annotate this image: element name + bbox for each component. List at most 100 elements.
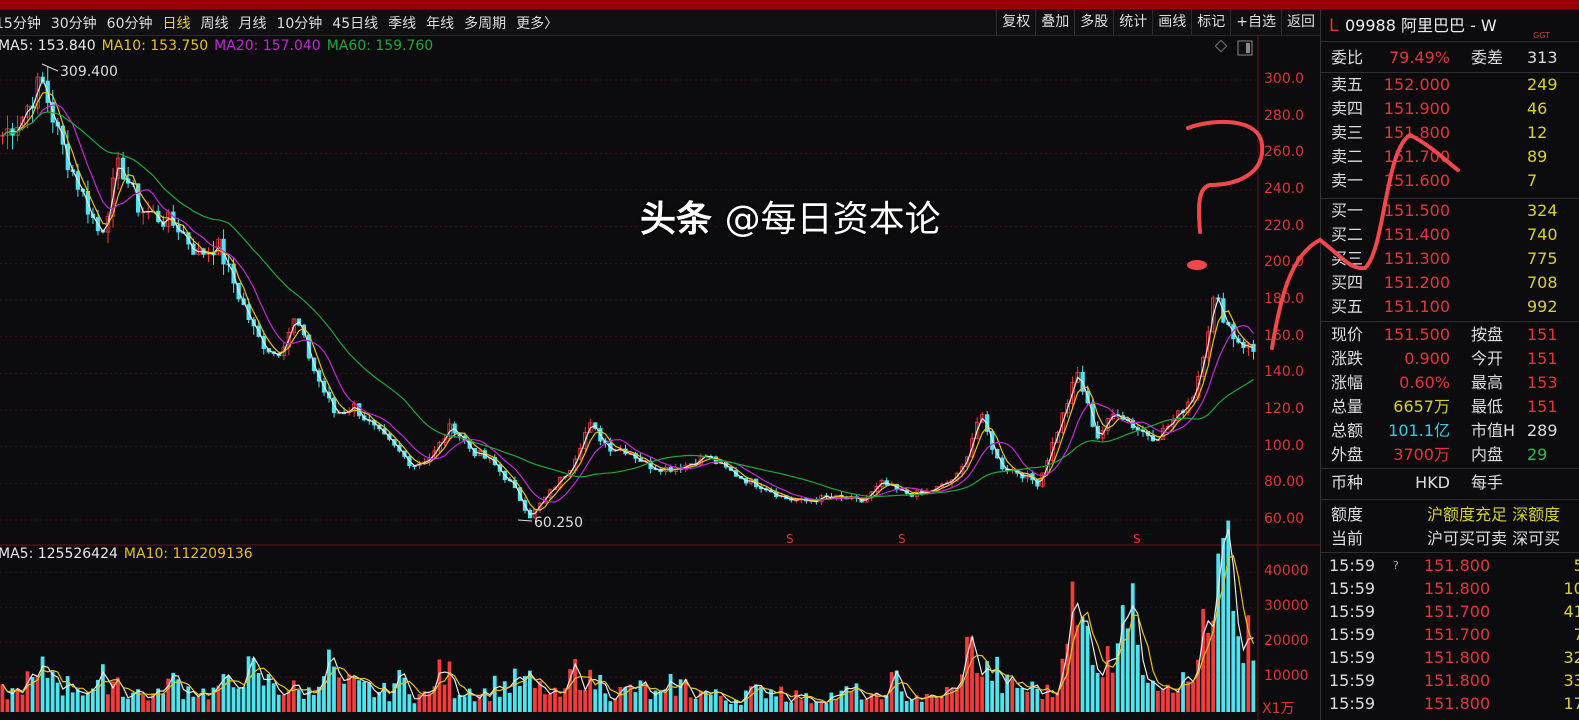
label: 委比: [1331, 48, 1364, 67]
volume-bar: [528, 670, 532, 712]
volume-bar: [226, 675, 231, 712]
value: 3700万: [1393, 445, 1450, 464]
volume-bar: [558, 696, 562, 712]
trade-time: 15:59: [1329, 625, 1376, 644]
candle-body: [35, 76, 40, 109]
tool-button[interactable]: +自选: [1230, 9, 1281, 36]
volume-bar: [452, 698, 457, 712]
volume-bar: [251, 658, 256, 712]
volume-bar: [678, 679, 683, 712]
volume-bar: [50, 671, 55, 712]
ma60-line: [2, 111, 1254, 498]
price-tick-label: 220.0: [1264, 217, 1305, 234]
volume-bar: [1005, 674, 1010, 712]
volume-bar: [603, 693, 608, 712]
period-tab[interactable]: 季线: [388, 15, 417, 32]
volume-bar: [829, 692, 834, 712]
period-tab[interactable]: 10分钟: [276, 15, 323, 32]
volume-bar: [1156, 690, 1160, 712]
period-tab[interactable]: 60分钟: [106, 15, 153, 32]
volume-bar: [502, 681, 507, 712]
volume-bar: [1115, 643, 1120, 712]
low-pointer: [517, 519, 533, 522]
period-tab[interactable]: 日线: [162, 15, 191, 32]
volume-bar: [55, 682, 60, 712]
trade-row: 15:59 151.700 70: [1321, 623, 1579, 647]
period-tab[interactable]: 月线: [238, 15, 267, 32]
candle-body: [969, 438, 975, 458]
label: 卖五: [1331, 75, 1364, 94]
value: 沪可买可卖 深可买: [1427, 529, 1561, 548]
value: 708: [1527, 273, 1558, 292]
candle-body: [568, 470, 573, 477]
tool-button[interactable]: 画线: [1152, 9, 1191, 36]
trade-row: 15:59 151.800 100: [1321, 577, 1579, 601]
candle-body: [1201, 356, 1206, 377]
volume-bar: [995, 656, 1000, 712]
period-tab[interactable]: 更多〉: [516, 15, 559, 32]
volume-bar: [296, 690, 301, 712]
volume-bar: [146, 700, 150, 712]
volume-bar: [718, 695, 723, 712]
value: 151: [1527, 349, 1558, 368]
volume-bar: [548, 693, 552, 712]
bid-row: 买二 151.400 740: [1321, 223, 1579, 247]
tool-button[interactable]: 多股: [1074, 9, 1113, 36]
volume-bar: [713, 689, 718, 712]
volume-bar: [437, 659, 442, 712]
period-tab[interactable]: 多周期: [464, 15, 507, 32]
volume-bar: [352, 676, 356, 712]
ma20-line: [2, 104, 1254, 503]
volume-bar: [764, 698, 768, 712]
label: 最低: [1471, 397, 1504, 416]
period-tab[interactable]: 年线: [426, 15, 455, 32]
volume-bar: [809, 703, 814, 712]
period-tab[interactable]: 周线: [200, 15, 229, 32]
volume-bar: [734, 699, 738, 712]
price-tick-label: 240.0: [1264, 181, 1305, 197]
volume-bar: [90, 688, 95, 712]
volume-bar: [266, 674, 271, 712]
trade-price: 151.700: [1424, 602, 1491, 621]
value: 6657万: [1393, 397, 1450, 416]
volume-bar: [633, 692, 638, 712]
period-tab[interactable]: 30分钟: [50, 15, 97, 32]
volume-bar: [608, 701, 613, 712]
tool-buttons: 复权 叠加 多股 统计 画线 标记 +自选 返回: [996, 9, 1320, 36]
stat-row: 涨幅 0.60% 最高 153: [1321, 371, 1579, 395]
volume-bar: [578, 689, 583, 712]
stat-row: 外盘 3700万 内盘 29: [1321, 443, 1579, 467]
volume-bar: [1105, 646, 1110, 712]
value: 992: [1527, 297, 1558, 316]
kline-chart[interactable]: 309.400 60.250 S S S: [0, 0, 1320, 720]
candle-body: [25, 105, 30, 118]
volume-bar: [1246, 615, 1251, 712]
volume-bar: [487, 701, 492, 712]
volume-bar: [161, 693, 166, 712]
volume-bar: [482, 688, 487, 712]
price-tick-label: 280.0: [1264, 107, 1305, 124]
volume-tick-label: 30000: [1264, 598, 1309, 615]
volume-bar: [171, 672, 176, 712]
value: 151.800: [1383, 123, 1450, 142]
tool-button[interactable]: 返回: [1281, 9, 1320, 36]
candle-body: [964, 456, 970, 468]
ma20-value: MA20: 157.040: [214, 38, 321, 54]
bid-row: 买四 151.200 708: [1321, 271, 1579, 295]
candle-body: [1186, 401, 1191, 413]
volume-bar: [939, 697, 944, 712]
tool-button[interactable]: 统计: [1113, 9, 1152, 36]
volume-bar: [472, 701, 477, 712]
value: 7: [1527, 171, 1538, 190]
volume-bar: [799, 699, 804, 712]
stat-row: 现价 151.500 按盘 151: [1321, 323, 1579, 347]
volume-bar: [1015, 687, 1020, 712]
tool-button[interactable]: 复权: [996, 9, 1035, 36]
period-tab[interactable]: 15分钟: [0, 15, 41, 32]
volume-bar: [563, 688, 567, 712]
tool-button[interactable]: 叠加: [1035, 9, 1074, 36]
tool-button[interactable]: 标记: [1191, 9, 1230, 36]
period-tab[interactable]: 45日线: [332, 15, 379, 32]
